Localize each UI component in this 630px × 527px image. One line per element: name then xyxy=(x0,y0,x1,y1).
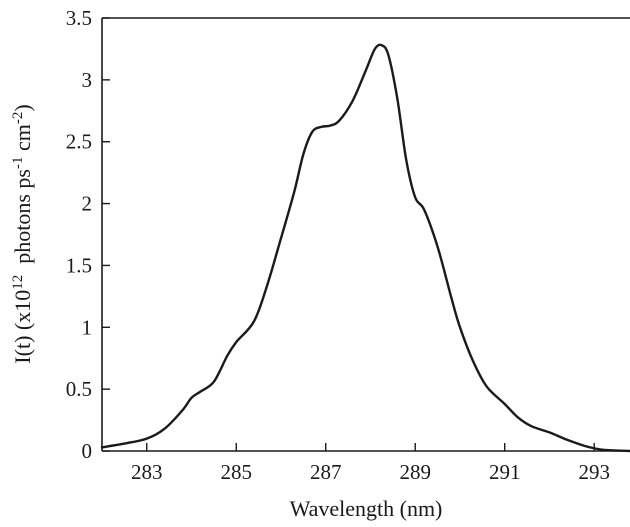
y-axis-title: I(t) (x1012 photons ps-1 cm-2) xyxy=(10,104,35,363)
x-tick-label: 287 xyxy=(310,460,342,484)
y-tick-label: 0 xyxy=(82,439,93,463)
x-axis-title: Wavelength (nm) xyxy=(290,496,443,521)
y-tick-label: 2.5 xyxy=(66,130,92,154)
y-tick-label: 1 xyxy=(82,315,93,339)
y-axis-title-exp2: -1 xyxy=(10,157,26,170)
y-ticks: 0 0.5 1 1.5 2 2.5 3 3.5 xyxy=(66,6,110,463)
intensity-curve xyxy=(100,43,630,453)
x-ticks: 283 285 287 289 291 293 xyxy=(131,443,610,484)
y-tick-label: 2 xyxy=(82,192,93,216)
y-tick-label: 3 xyxy=(82,68,93,92)
y-axis-title-exp3: -2 xyxy=(10,112,26,125)
x-tick-label: 283 xyxy=(131,460,163,484)
y-axis-title-exp1: 12 xyxy=(10,275,26,290)
y-axis-title-mid1: photons ps xyxy=(10,169,35,275)
y-tick-label: 3.5 xyxy=(66,6,92,30)
y-axis-title-prefix: I(t) (x10 xyxy=(10,290,35,364)
x-tick-label: 285 xyxy=(220,460,252,484)
axes xyxy=(101,17,630,452)
x-tick-label: 289 xyxy=(399,460,431,484)
x-tick-label: 293 xyxy=(578,460,610,484)
y-axis-title-suffix: ) xyxy=(10,104,35,111)
x-tick-label: 291 xyxy=(489,460,521,484)
y-tick-label: 1.5 xyxy=(66,253,92,277)
y-axis-title-mid2: cm xyxy=(10,124,35,156)
y-tick-label: 0.5 xyxy=(66,377,92,401)
